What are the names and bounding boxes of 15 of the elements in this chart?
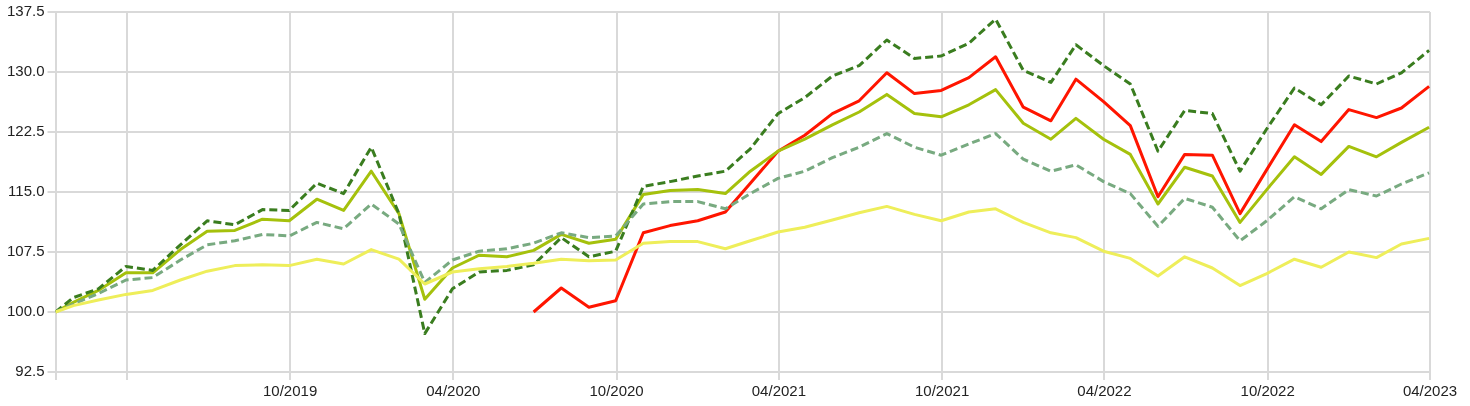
x-tick-label: 04/2022 [1077,382,1132,400]
y-tick-label: 122.5 [6,122,45,140]
y-tick-label: 107.5 [6,242,45,260]
x-tick-label: 04/2023 [1402,382,1458,400]
x-tick-label: 10/2020 [589,382,644,400]
x-tick-label: 04/2021 [751,382,807,400]
x-tick-label: 10/2022 [1240,382,1295,400]
y-tick-label: 137.5 [6,2,45,20]
y-tick-label: 92.5 [15,362,45,380]
y-tick-label: 100.0 [6,302,45,320]
y-tick-label: 130.0 [6,62,45,80]
y-tick-label: 115.0 [8,182,45,200]
x-tick-label: 10/2021 [915,382,970,400]
x-tick-label: 10/2019 [263,382,318,400]
x-tick-label: 04/2020 [426,382,481,400]
